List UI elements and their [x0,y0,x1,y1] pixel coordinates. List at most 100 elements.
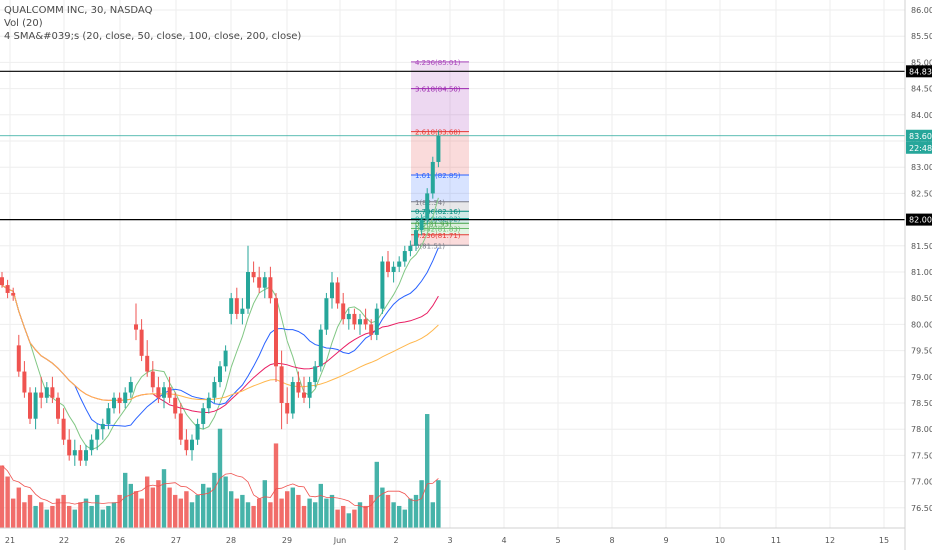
candle-body [56,397,60,419]
candle-body [218,366,222,383]
volume-bar [161,469,167,528]
volume-bar [78,502,83,528]
sma100-line [1,284,439,413]
fib-zone [411,201,469,212]
volume-bar [430,502,435,528]
candle-body [425,193,430,220]
candle-body [302,392,306,398]
fib-level-label: 0.786(82.16) [415,208,461,216]
volume-bar [173,494,178,528]
sma50-line [1,247,439,427]
bar-countdown-badge-bg [906,141,932,154]
volume-bar [290,487,295,528]
support-price-badge-bg [906,213,932,226]
candle-body [408,245,413,252]
candle-body [346,313,351,320]
last-price-badge: 83.60 [909,132,932,141]
chart-legend: QUALCOMM INC, 30, NASDAQ Vol (20) 4 SMA&… [4,4,301,43]
candle-body [234,298,239,314]
price-tick-label: 77.50 [911,451,932,460]
candle-body [262,277,267,288]
volume-bar [234,498,239,528]
volume-bar [385,494,391,528]
price-tick-label: 78.00 [911,425,932,434]
volume-bar [111,502,117,528]
volume-bar [307,498,312,528]
volume-bar [5,476,10,528]
candle-body [279,366,284,403]
fib-level-label: 0.5(81.93) [415,220,452,228]
volume-bar [145,476,150,528]
volume-bar [189,502,195,528]
fib-level-label: 1.618(82.85) [415,172,461,180]
time-tick-label: 15 [879,536,889,545]
fib-level-label: 0(81.51) [415,242,445,250]
volume-bar [391,502,396,528]
candle-body [11,292,16,296]
volume-bar [44,509,49,528]
candle-body [84,450,88,461]
candle-body [386,261,390,272]
volume-bar [397,505,402,528]
candle-body [72,450,77,456]
fib-level-label: 0.382(81.83) [415,226,461,234]
price-tick-label: 79.50 [911,347,932,356]
time-tick-label: 12 [825,536,835,545]
price-tick-label: 81.50 [911,242,932,251]
volume-bar [39,502,44,528]
candle-body [290,382,295,414]
time-tick-label: 26 [115,536,125,545]
volume-histogram [0,414,441,528]
time-axis: 21 22 26 27 28 29 Jun 2 3 4 5 8 9 10 11 12 15 [5,536,889,545]
volume-bar [324,498,329,528]
candle-body [0,277,4,286]
volume-bar [296,494,301,528]
price-axis: 86.0085.5085.0084.5084.0083.5083.0082.50… [906,6,932,513]
volume-bar [27,494,33,528]
candle-body [173,397,178,414]
volume-bar [223,476,228,528]
volume-bar [11,498,16,528]
fib-zone [411,88,469,132]
volume-bar [89,505,94,528]
volume-bar [341,505,346,528]
candle-body [240,308,245,314]
volume-bar [413,494,419,528]
time-tick-label: 5 [555,536,560,545]
candle-body [16,345,21,372]
candle-body [296,382,301,393]
sma-legend: 4 SMA&#039;s (20, close, 50, close, 100,… [4,31,302,42]
candle-body [268,277,273,299]
price-tick-label: 83.00 [911,163,932,172]
bar-countdown-badge: 22:48 [909,144,932,153]
candle-body [414,230,418,246]
volume-bar [229,491,234,528]
candle-body [251,272,256,278]
price-tick-label: 82.50 [911,189,932,198]
support-price-badge: 82.00 [909,216,932,225]
fib-zone [411,175,469,202]
candle-body [5,285,10,293]
candle-body [167,387,172,398]
candle-body [184,439,189,451]
volume-bar [245,502,251,528]
candle-body [106,408,111,424]
candle-body [391,266,396,272]
candle-body [95,429,100,440]
volume-bar [335,509,340,528]
volume-bar [374,461,379,528]
price-tick-label: 77.00 [911,478,932,487]
price-tick-label: 84.50 [911,85,932,94]
volume-bar [201,483,206,528]
candle-body [313,366,318,383]
price-tick-label: 84.00 [911,111,932,120]
time-tick-label: 27 [171,536,181,545]
time-tick-label: 3 [447,536,452,545]
time-tick-label: 9 [663,536,668,545]
candle-body [178,413,183,440]
candle-body [307,382,312,398]
candle-body [89,439,94,451]
volume-bar [257,498,262,528]
candle-body [134,324,138,330]
